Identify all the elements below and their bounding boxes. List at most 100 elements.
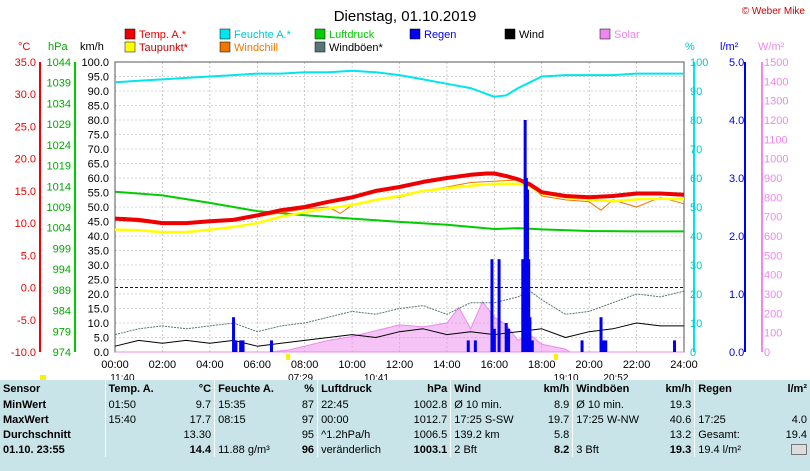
table-row: 01.10. 23:55 14.4 11.88 g/m³ 96 veränder…	[0, 442, 810, 457]
cell-sub: 139.2 km	[450, 427, 528, 442]
hpa-tick: 984	[53, 306, 71, 318]
cell-value: 8.2	[553, 443, 570, 456]
celsius-tick: 15.0	[15, 186, 36, 198]
row-label: MinWert	[3, 398, 47, 411]
solar-tick: 400	[764, 270, 782, 282]
legend-label: Wind	[519, 29, 544, 41]
kmh-tick: 85.0	[88, 101, 109, 113]
rain-tick: 0.0	[729, 347, 744, 359]
series-line-windben	[114, 290, 685, 336]
rain-bar	[241, 340, 245, 352]
hpa-tick: 1044	[47, 57, 71, 69]
time-tick: 20:00	[575, 359, 603, 371]
solar-tick: 1300	[764, 96, 788, 108]
series-line-wind	[114, 322, 684, 347]
cell-sub: 15:40	[104, 412, 167, 427]
rain-bar	[528, 317, 532, 352]
table-header: Regen	[694, 380, 772, 397]
solar-tick: 1000	[764, 154, 788, 166]
solar-tick: 900	[764, 173, 782, 185]
cell-sub: 22:45	[317, 397, 395, 412]
rain-bar	[234, 340, 238, 352]
hpa-tick: 1019	[47, 161, 71, 173]
rain-tick: 1.0	[729, 289, 744, 301]
kmh-tick: 15.0	[88, 304, 109, 316]
cell-sub: 15:35	[214, 397, 292, 412]
legend-swatch	[314, 41, 326, 53]
legend-label: Luftdruck	[329, 29, 375, 41]
hpa-tick: 989	[53, 285, 71, 297]
kmh-tick: 20.0	[88, 289, 109, 301]
table-header-unit: %	[304, 382, 315, 395]
legend-label: Solar	[614, 29, 640, 41]
rain-tick: 3.0	[729, 173, 744, 185]
solar-tick: 100	[764, 328, 782, 340]
rain-bar	[530, 340, 534, 352]
kmh-tick: 40.0	[88, 231, 109, 243]
hpa-tick: 1014	[47, 181, 71, 193]
solar-tick: 600	[764, 231, 782, 243]
kmh-tick: 95.0	[88, 72, 109, 84]
stats-table: Sensor Temp. A. °C Feuchte A. % Luftdruc…	[0, 380, 810, 471]
series-line-tempa	[114, 171, 685, 226]
time-tick: 14:00	[433, 359, 461, 371]
cell-value: 96	[301, 443, 315, 456]
celsius-tick: -10.0	[11, 347, 36, 359]
table-header: Wind	[450, 380, 528, 397]
time-tick: 10:00	[338, 359, 366, 371]
sun-label: 19:10	[554, 373, 579, 380]
cell-value: 19.7	[547, 413, 570, 426]
table-header-unit: km/h	[665, 382, 692, 395]
cell-sub: 01:50	[104, 397, 167, 412]
hpa-tick: 1039	[47, 78, 71, 90]
rain-bar	[580, 340, 584, 352]
rain-bar	[497, 259, 501, 352]
cell-value: 1002.8	[413, 398, 448, 411]
cell-value: 14.4	[189, 443, 212, 456]
legend-label: Windchill	[234, 42, 278, 54]
kmh-tick: 100.0	[81, 57, 109, 69]
legend-swatch	[599, 28, 611, 40]
percent-tick: 60	[690, 173, 702, 185]
sun-label: 20:52	[603, 373, 628, 380]
legend-swatch	[124, 41, 136, 53]
cell-value: 19.3	[669, 443, 692, 456]
kmh-tick: 65.0	[88, 159, 109, 171]
cell-sub	[694, 397, 772, 412]
table-header-unit: l/m²	[787, 382, 807, 395]
solar-tick: 300	[764, 289, 782, 301]
celsius-tick: 20.0	[15, 154, 36, 166]
cell-sub: 08:15	[214, 412, 292, 427]
kmh-tick: 70.0	[88, 144, 109, 156]
percent-tick: 100	[690, 57, 708, 69]
table-header: Luftdruck	[317, 380, 395, 397]
table-header-row: Sensor Temp. A. °C Feuchte A. % Luftdruc…	[0, 380, 810, 397]
legend-label: Taupunkt*	[139, 42, 189, 54]
sunrise-marker	[286, 354, 291, 360]
axis-unit-percent: %	[685, 41, 695, 53]
celsius-tick: -5.0	[17, 315, 36, 327]
axis-unit-hpa: hPa	[48, 41, 68, 53]
percent-tick: 0	[690, 347, 696, 359]
rain-bar	[466, 340, 470, 352]
rain-tick: 4.0	[729, 115, 744, 127]
axis-unit-solar: W/m²	[758, 41, 785, 53]
time-tick: 06:00	[243, 359, 271, 371]
percent-tick: 50	[690, 202, 702, 214]
celsius-tick: 0.0	[21, 283, 36, 295]
rain-bar	[490, 259, 494, 352]
series-line-taupunkt	[114, 182, 685, 234]
hpa-tick: 1029	[47, 119, 71, 131]
solar-tick: 1500	[764, 57, 788, 69]
time-tick: 04:00	[196, 359, 224, 371]
cell-value: 40.6	[669, 413, 692, 426]
legend-swatch	[409, 28, 421, 40]
cell-sub	[104, 427, 167, 442]
kmh-tick: 10.0	[88, 318, 109, 330]
cell-value: 9.7	[195, 398, 212, 411]
cell-sub: Ø 10 min.	[572, 397, 650, 412]
cell-sub: 17:25	[694, 412, 772, 427]
rain-bar	[232, 317, 236, 352]
cell-value: 1003.1	[413, 443, 448, 456]
table-row: MaxWert 15:40 17.7 08:15 97 00:00 1012.7…	[0, 412, 810, 427]
